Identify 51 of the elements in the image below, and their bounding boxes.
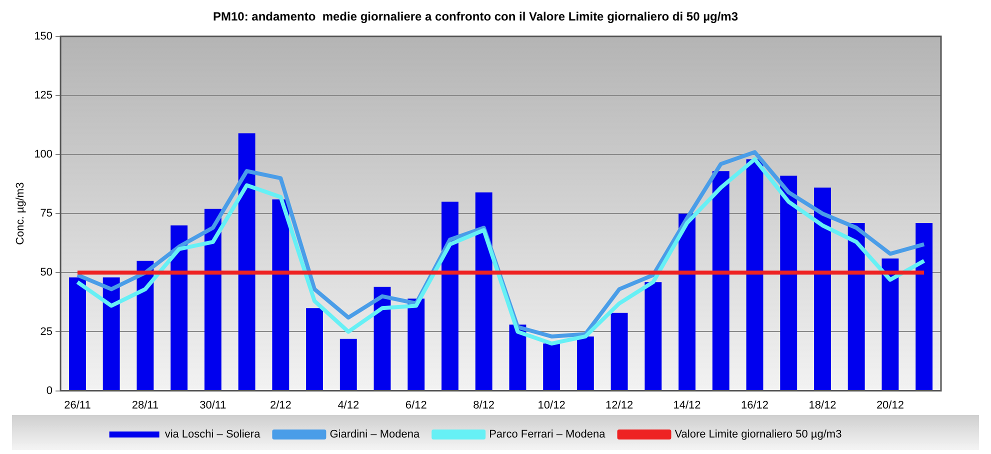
legend-label: Parco Ferrari – Modena bbox=[489, 428, 606, 441]
bar bbox=[746, 159, 764, 390]
bar bbox=[475, 192, 492, 390]
x-tick-label: 10/12 bbox=[538, 399, 566, 412]
x-tick-label: 28/11 bbox=[132, 399, 159, 412]
bar bbox=[576, 336, 594, 390]
x-tick-label: 20/12 bbox=[876, 399, 904, 412]
legend-label: Giardini – Modena bbox=[330, 428, 420, 441]
bar bbox=[306, 308, 323, 390]
bar bbox=[678, 214, 696, 390]
x-tick-label: 30/11 bbox=[200, 399, 226, 412]
bar bbox=[102, 277, 120, 390]
bar bbox=[712, 171, 730, 390]
bar bbox=[136, 260, 154, 390]
bar bbox=[543, 344, 560, 390]
y-tick-label: 150 bbox=[34, 30, 53, 42]
x-tick-label: 2/12 bbox=[270, 399, 292, 412]
y-tick-label: 25 bbox=[40, 326, 53, 338]
bar bbox=[69, 277, 86, 390]
y-tick-label: 0 bbox=[46, 384, 53, 397]
y-tick-label: 100 bbox=[34, 148, 53, 161]
x-tick-label: 12/12 bbox=[606, 399, 634, 412]
x-tick-label: 8/12 bbox=[473, 399, 495, 412]
legend-label: via Loschi – Soliera bbox=[164, 428, 262, 441]
bar bbox=[509, 324, 526, 390]
x-tick-label: 16/12 bbox=[740, 399, 769, 412]
y-tick-label: 125 bbox=[34, 90, 53, 102]
x-tick-label: 26/11 bbox=[64, 399, 91, 412]
x-tick-label: 14/12 bbox=[673, 399, 701, 412]
y-tick-label: 75 bbox=[40, 208, 53, 220]
y-axis-title: Conc. µg/m3 bbox=[14, 182, 27, 245]
bar bbox=[340, 338, 357, 390]
bar bbox=[170, 225, 188, 390]
bar bbox=[272, 199, 290, 390]
bar bbox=[408, 298, 425, 390]
bar bbox=[610, 312, 628, 390]
bar bbox=[814, 188, 831, 390]
x-tick-label: 18/12 bbox=[808, 399, 836, 412]
bar bbox=[848, 223, 865, 390]
bar bbox=[882, 258, 899, 390]
chart-title: PM10: andamento medie giornaliere a confronto con il Valore Limite giornaliero di 50 µg/m3 bbox=[212, 10, 738, 24]
bar bbox=[238, 133, 256, 390]
bar bbox=[780, 176, 798, 390]
bar bbox=[442, 202, 458, 390]
bar bbox=[916, 223, 933, 390]
y-tick-label: 50 bbox=[40, 266, 53, 279]
bar bbox=[644, 282, 662, 390]
bar bbox=[204, 208, 222, 390]
x-tick-label: 6/12 bbox=[405, 399, 427, 412]
x-tick-label: 4/12 bbox=[338, 399, 360, 412]
legend-label: Valore Limite giornaliero 50 µg/m3 bbox=[674, 428, 842, 441]
